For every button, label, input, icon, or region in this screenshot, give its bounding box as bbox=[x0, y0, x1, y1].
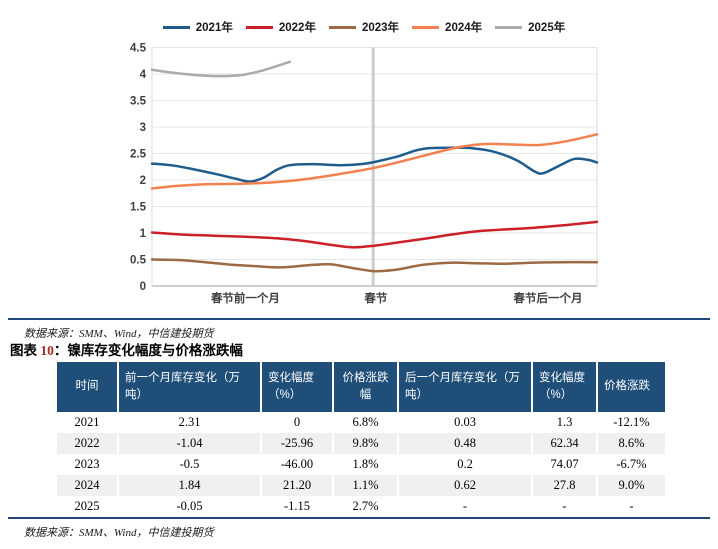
figure-title-text: ：镍库存变化幅度与价格涨跌幅 bbox=[53, 343, 243, 358]
table-cell: 2023 bbox=[57, 454, 119, 475]
legend-item: 2022年 bbox=[245, 19, 316, 35]
table-cell: -12.1% bbox=[613, 415, 650, 429]
table-cell: - bbox=[532, 496, 598, 517]
table-cell: -25.96 bbox=[261, 433, 334, 454]
y-tick-label: 0.5 bbox=[130, 255, 147, 267]
source-note-bottom: 数据来源：SMM、Wind，中信建投期货 bbox=[24, 527, 214, 539]
table-cell: -1.15 bbox=[261, 496, 334, 517]
series-line-2025年 bbox=[150, 60, 292, 78]
y-tick-label: 1 bbox=[140, 228, 147, 240]
series-line-2022年 bbox=[150, 220, 599, 249]
table-cell: 27.8 bbox=[532, 475, 598, 496]
table-body: 2021 2.31 0 6.8% 0.03 1.3 -12.1% 2022 -1.04 -25.9… bbox=[57, 412, 665, 517]
table-cell: 2025 bbox=[57, 496, 119, 517]
table-row: 2022 -1.04 -25.96 9.8% 0.48 62.34 8.6% bbox=[57, 433, 665, 454]
table-cell: 0.48 bbox=[398, 433, 533, 454]
legend-item: 2025年 bbox=[495, 19, 565, 35]
table-cell: -0.5 bbox=[118, 454, 262, 475]
table-cell: 1.8% bbox=[333, 454, 399, 475]
figure-title: 图表 10：镍库存变化幅度与价格涨跌幅 bbox=[10, 339, 243, 359]
figure-title-number: 10 bbox=[40, 343, 54, 358]
y-tick-label: 4.5 bbox=[130, 43, 147, 55]
table-cell: 1.1% bbox=[333, 475, 399, 496]
header-cell: 时间 bbox=[57, 362, 119, 412]
source-note-top: 数据来源：SMM、Wind，中信建投期货 bbox=[24, 328, 214, 340]
table-row: 2024 1.84 21.20 1.1% 0.62 27.8 9.0% bbox=[57, 475, 665, 496]
series-line-2023年 bbox=[150, 258, 599, 273]
header-cell: 后一个月库存变化（万吨） bbox=[398, 362, 533, 412]
table-cell: -1.04 bbox=[118, 433, 262, 454]
table-cell: -46.00 bbox=[261, 454, 334, 475]
table-cell: 74.07 bbox=[532, 454, 598, 475]
table-cell: 8.6% bbox=[618, 436, 645, 450]
series-line-2021年 bbox=[150, 146, 599, 183]
header-cell: 变化幅度（%） bbox=[261, 362, 334, 412]
legend-label: 2024年 bbox=[445, 22, 483, 34]
table-cell: 9.8% bbox=[333, 433, 399, 454]
y-tick-label: 0 bbox=[140, 281, 146, 293]
legend-swatch bbox=[412, 25, 440, 29]
table-cell: 0.03 bbox=[398, 412, 533, 433]
legend-item: 2024年 bbox=[412, 19, 482, 35]
x-axis-label: 春节 bbox=[364, 291, 387, 305]
series-line-2024年 bbox=[150, 133, 599, 190]
chart-legend: 2021年 2022年 2023年 2024年 2025年 bbox=[118, 19, 610, 35]
header-cell: 前一个月库存变化（万吨） bbox=[118, 362, 262, 412]
y-tick-label: 4 bbox=[140, 69, 147, 81]
table-row: 2021 2.31 0 6.8% 0.03 1.3 -12.1% bbox=[57, 412, 665, 433]
legend-swatch bbox=[495, 25, 523, 29]
table-cell: 9.0% bbox=[618, 478, 645, 492]
x-axis-label: 春节后一个月 bbox=[514, 291, 583, 305]
line-chart: 0 0.5 1 1.5 2 2.5 3 3.5 4 4.5 春节前一个月 春节 春节后一个月 bbox=[130, 43, 599, 305]
divider-line-bottom bbox=[8, 517, 710, 519]
table-cell: 2024 bbox=[57, 475, 119, 496]
table-cell: -6.7% bbox=[616, 457, 647, 471]
x-axis-label: 春节前一个月 bbox=[211, 291, 280, 305]
table-cell: 2.7% bbox=[333, 496, 399, 517]
legend-label: 2025年 bbox=[528, 22, 566, 34]
y-tick-label: 2.5 bbox=[130, 149, 147, 161]
table-header-row: 时间 前一个月库存变化（万吨） 变化幅度（%） 价格涨跌幅 后一个月库存变化（万吨） 变化… bbox=[57, 362, 665, 412]
header-cell: 变化幅度（%） bbox=[532, 362, 598, 412]
table-cell: 2022 bbox=[57, 433, 119, 454]
figure-title-label: 图表 bbox=[10, 343, 41, 358]
table-cell: -0.05 bbox=[118, 496, 262, 517]
table-cell: 6.8% bbox=[333, 412, 399, 433]
legend-label: 2022年 bbox=[278, 22, 316, 34]
table-row: 2023 -0.5 -46.00 1.8% 0.2 74.07 -6.7% bbox=[57, 454, 665, 475]
legend-item: 2021年 bbox=[162, 19, 233, 35]
table-cell: 0.2 bbox=[398, 454, 533, 475]
y-tick-label: 2 bbox=[140, 175, 146, 187]
legend-swatch bbox=[245, 25, 273, 29]
table-row: 2025 -0.05 -1.15 2.7% - - - bbox=[57, 496, 665, 517]
table-cell: 0 bbox=[261, 412, 334, 433]
y-tick-label: 3.5 bbox=[130, 96, 147, 108]
legend-item: 2023年 bbox=[328, 19, 400, 35]
header-cell: 价格涨跌幅 bbox=[333, 362, 399, 412]
legend-label: 2023年 bbox=[361, 22, 400, 34]
table-cell: 21.20 bbox=[261, 475, 334, 496]
divider-line-top bbox=[8, 318, 710, 320]
table-cell: 1.84 bbox=[118, 475, 262, 496]
table-cell: 62.34 bbox=[532, 433, 598, 454]
table-header: 时间 前一个月库存变化（万吨） 变化幅度（%） 价格涨跌幅 后一个月库存变化（万吨） 变化… bbox=[57, 362, 665, 412]
legend-swatch bbox=[162, 25, 190, 29]
y-tick-label: 1.5 bbox=[130, 202, 147, 214]
table-cell: 0.62 bbox=[398, 475, 533, 496]
table-cell: 2.31 bbox=[118, 412, 262, 433]
data-table: 时间 前一个月库存变化（万吨） 变化幅度（%） 价格涨跌幅 后一个月库存变化（万吨） 变化… bbox=[57, 362, 665, 517]
header-cell: 价格涨跌 bbox=[597, 362, 665, 412]
legend-swatch bbox=[328, 25, 356, 29]
table-cell: - bbox=[629, 499, 634, 513]
table-cell: - bbox=[398, 496, 533, 517]
y-tick-label: 3 bbox=[140, 122, 146, 134]
table-cell: 2021 bbox=[57, 412, 119, 433]
table-cell: 1.3 bbox=[532, 412, 598, 433]
legend-label: 2021年 bbox=[195, 22, 233, 34]
